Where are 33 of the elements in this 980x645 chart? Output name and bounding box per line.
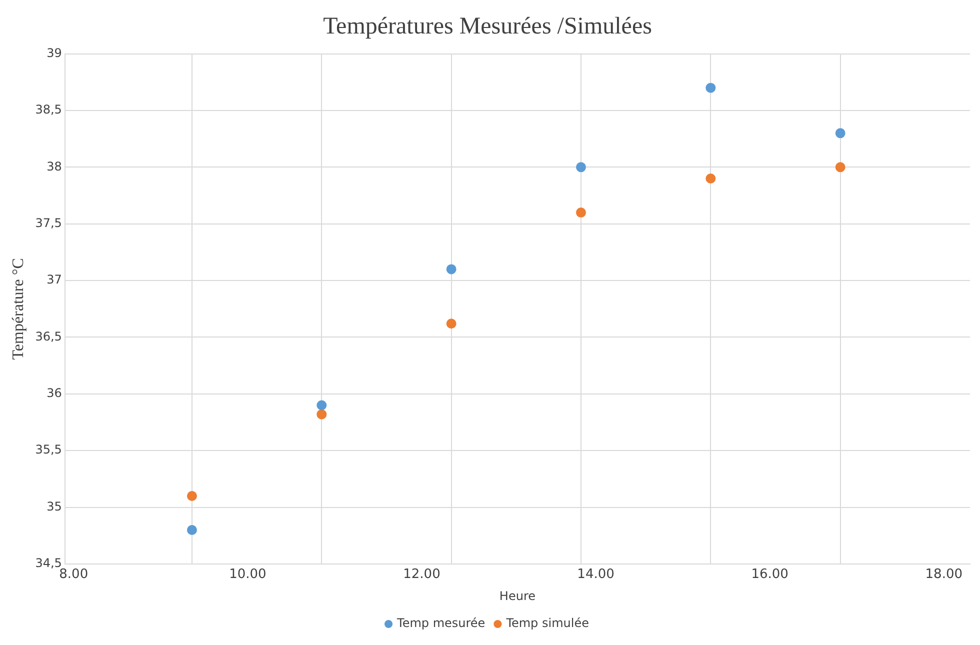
point: [446, 318, 456, 329]
x-tick-label: 12.00: [403, 567, 440, 582]
x-tick-label: 10.00: [229, 567, 266, 582]
y-tick-label: 38: [46, 159, 62, 174]
x-tick-label: 18.00: [925, 567, 962, 582]
y-tick-label: 36: [46, 386, 62, 400]
point: [186, 524, 197, 535]
y-tick-label: 35,5: [35, 442, 62, 457]
point: [706, 82, 716, 93]
point: [316, 400, 327, 410]
y-tick-label: 34,5: [35, 556, 62, 570]
point: [446, 264, 456, 274]
y-tick-label: 39: [46, 46, 62, 60]
point: [835, 128, 846, 138]
point: [706, 174, 716, 184]
y-tick-label: 36,5: [35, 329, 62, 344]
legend-label: Temp mesurée: [396, 616, 486, 630]
y-tick-label: 38,5: [35, 102, 62, 117]
y-tick-label: 37,5: [35, 216, 62, 230]
x-tick-label: 16.00: [751, 567, 788, 582]
point: [576, 162, 586, 172]
point: [576, 208, 586, 218]
y-axis-title: Température °C: [10, 258, 27, 360]
legend-label: Temp simulée: [505, 616, 589, 630]
point: [835, 162, 846, 172]
point: [316, 409, 327, 420]
y-tick-label: 35: [46, 499, 62, 514]
y-tick-label: 37: [46, 272, 62, 287]
point: [186, 490, 197, 501]
x-tick-label: 8.00: [59, 567, 88, 582]
x-tick-label: 14.00: [577, 567, 614, 582]
chart-title: Températures Mesurées /Simulées: [323, 14, 652, 40]
x-axis-title: Heure: [499, 588, 536, 603]
